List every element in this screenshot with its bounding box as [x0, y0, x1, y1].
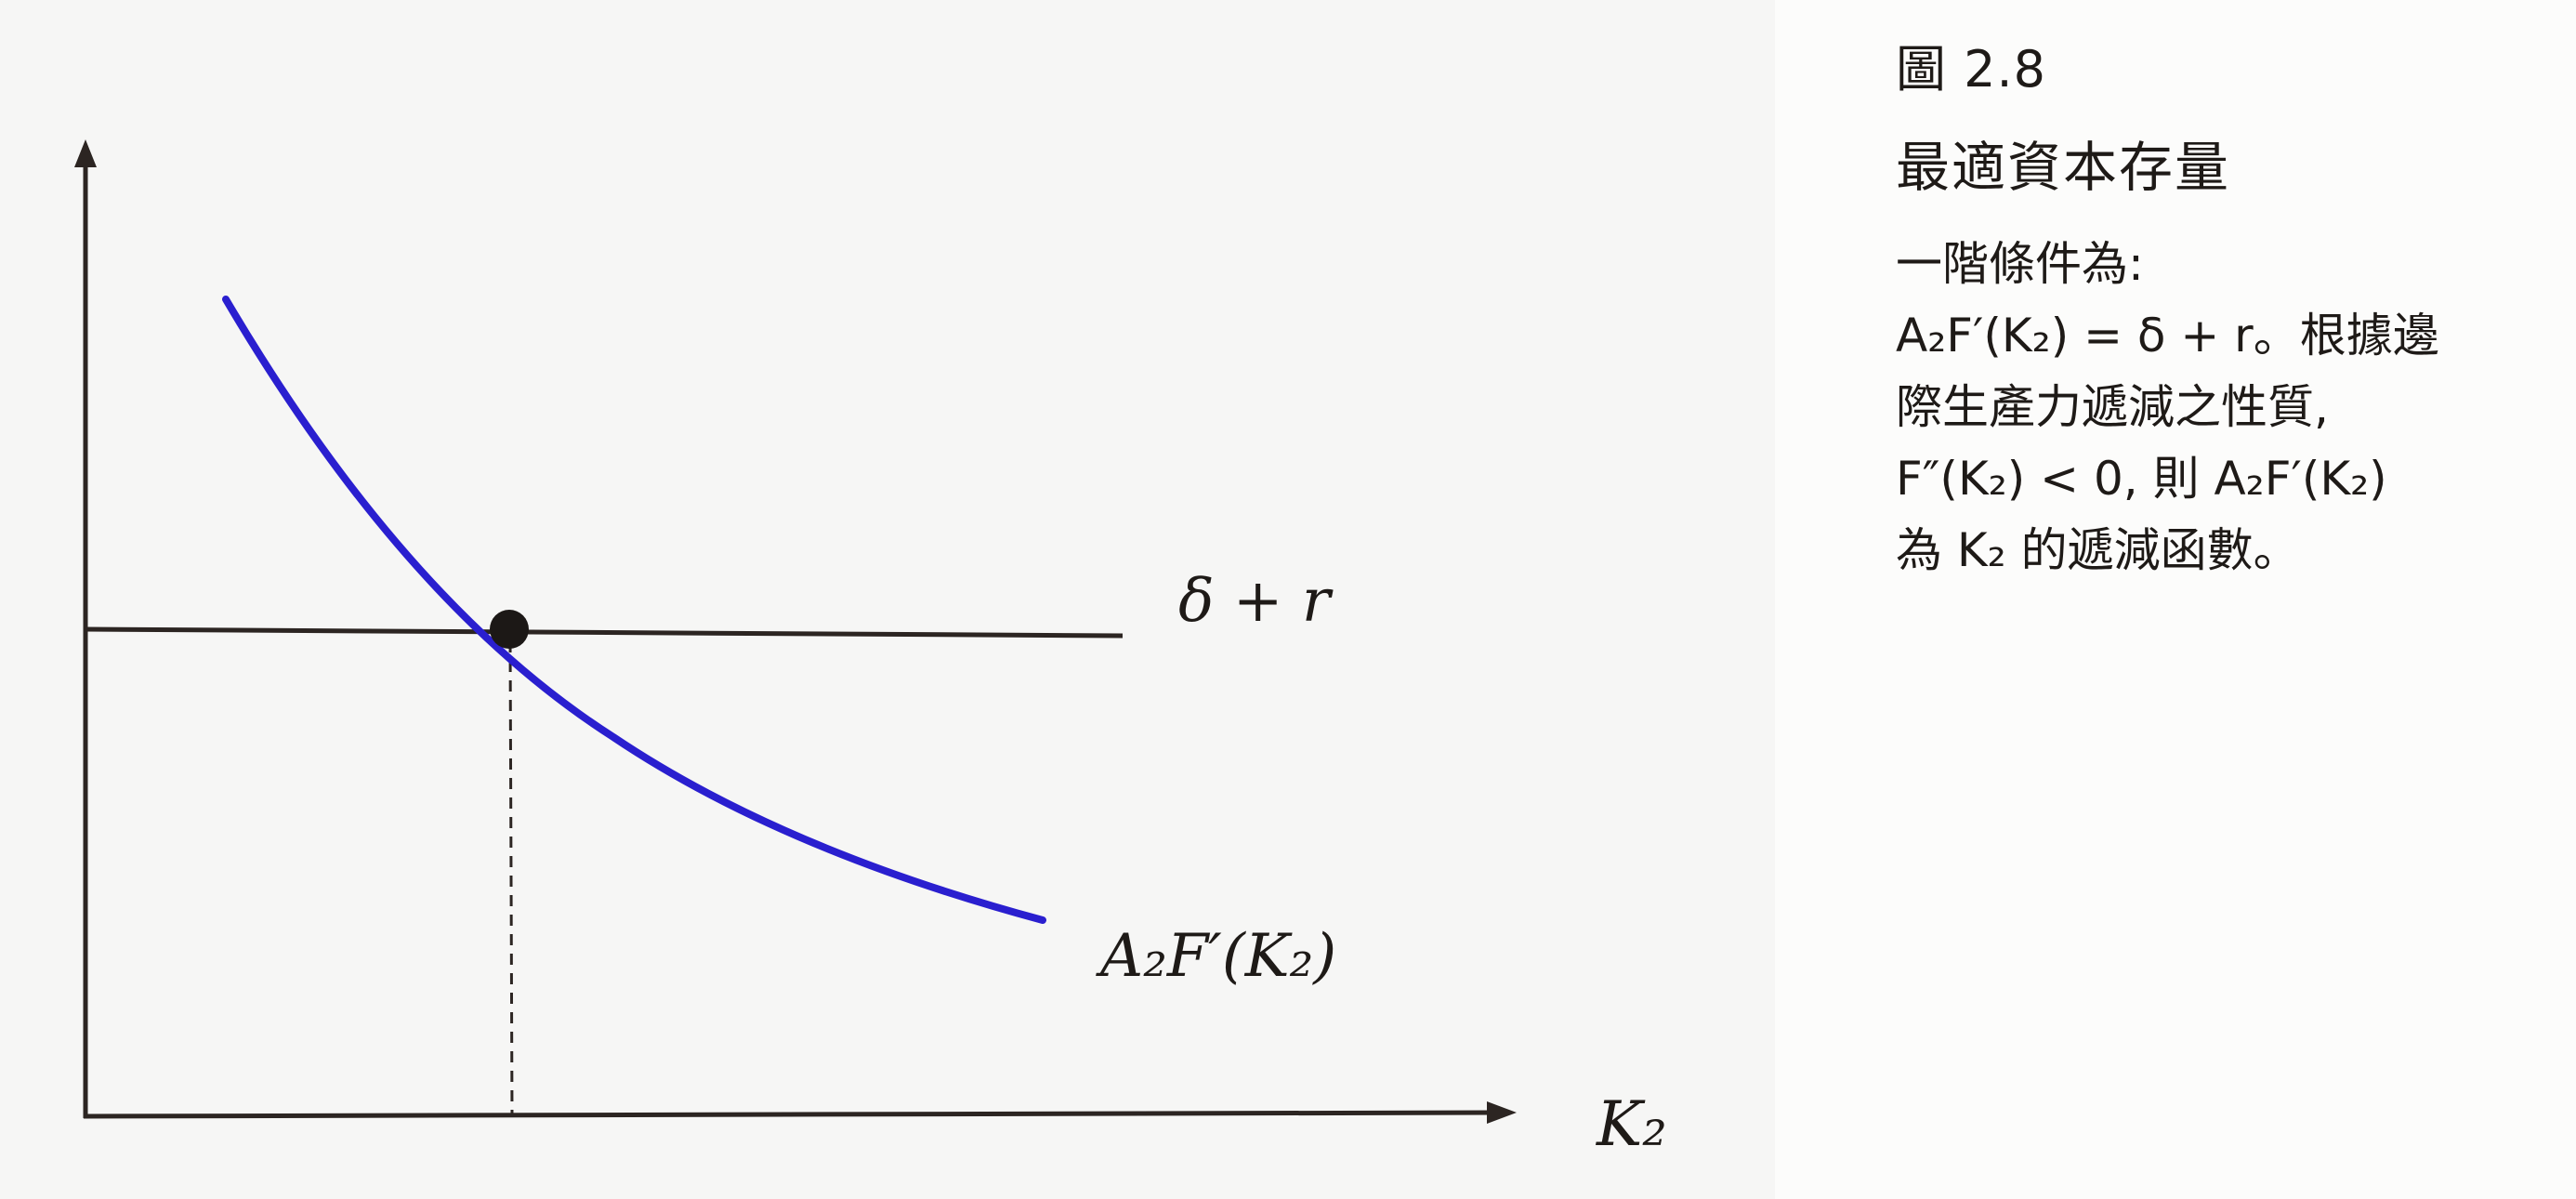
optimal-capital-diagram: δ + r A₂F′(K₂) K₂ — [74, 139, 1667, 1160]
figure-title: 最適資本存量 — [1896, 136, 2231, 199]
caption-line-second-derivative: F″(K₂) < 0, 則 A₂F′(K₂) — [1896, 452, 2387, 506]
delta-plus-r-line — [85, 626, 1124, 639]
y-axis-arrowhead — [74, 139, 97, 167]
figure-number: 圖 2.8 — [1896, 40, 2047, 99]
caption-line-equation: A₂F′(K₂) = δ + r。根據邊 — [1896, 309, 2439, 362]
marginal-product-curve — [222, 296, 1046, 924]
intersection-point — [490, 610, 529, 649]
figure-panel: δ + r A₂F′(K₂) K₂ — [74, 139, 1667, 1160]
caption-line-condition: 一階條件為: — [1896, 237, 2144, 291]
figure-caption: 圖 2.8 最適資本存量 一階條件為: A₂F′(K₂) = δ + r。根據邊… — [1896, 28, 2565, 586]
delta-plus-r-label: δ + r — [1178, 567, 1334, 636]
curve-label: A₂F′(K₂) — [1096, 922, 1336, 991]
x-axis-arrowhead — [1487, 1101, 1517, 1124]
equilibrium-dashed-guide — [508, 640, 514, 1114]
x-axis-label: K₂ — [1596, 1088, 1667, 1160]
x-axis — [83, 1110, 1499, 1119]
caption-line-property: 際生產力遞減之性質, — [1896, 380, 2329, 434]
caption-line-conclusion: 為 K₂ 的遞減函數。 — [1896, 523, 2300, 577]
